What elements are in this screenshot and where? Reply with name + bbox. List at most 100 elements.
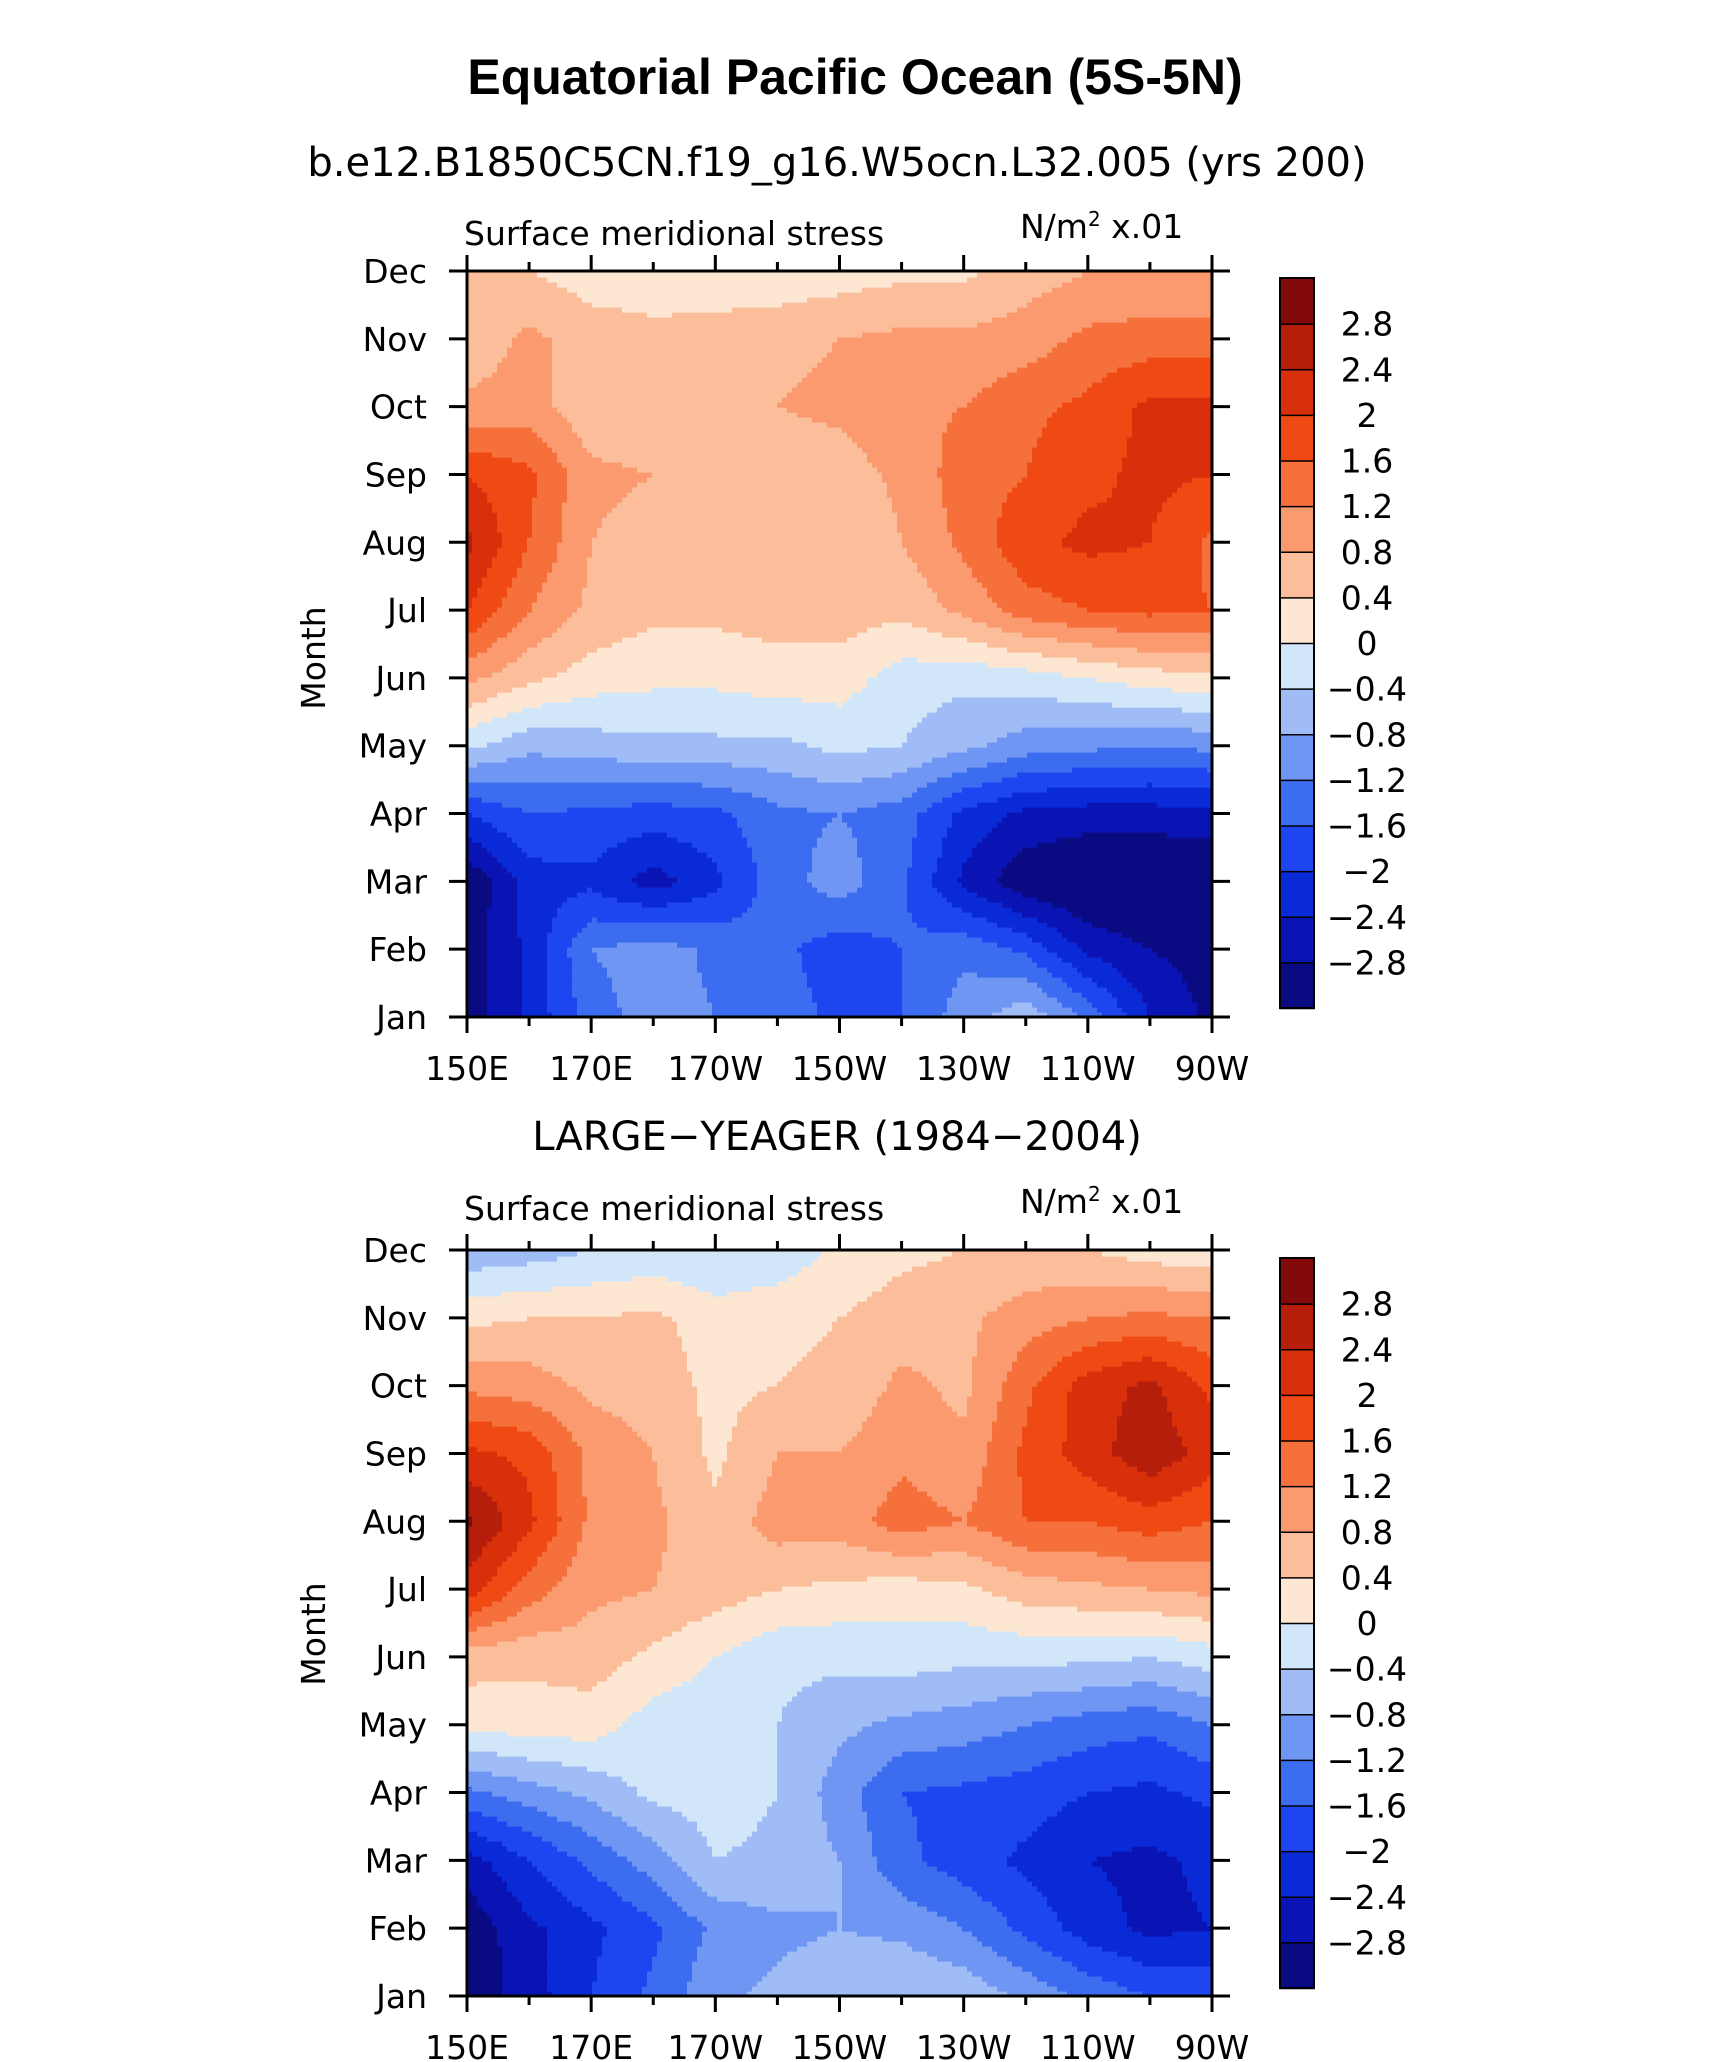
contour-cell — [1042, 1891, 1118, 1897]
y-tick-label: Aug — [363, 1502, 427, 1541]
contour-cell — [1107, 1871, 1183, 1877]
contour-cell — [622, 1311, 663, 1317]
contour-cell — [522, 1012, 553, 1018]
contour-cell — [467, 1416, 558, 1422]
contour-cell — [717, 887, 758, 893]
contour-cell — [467, 1596, 503, 1602]
contour-cell — [1207, 1391, 1213, 1397]
contour-cell — [517, 1636, 663, 1642]
contour-cell — [812, 367, 1018, 373]
contour-cell — [502, 802, 633, 808]
contour-cell — [467, 472, 538, 478]
contour-cell — [1062, 672, 1213, 678]
contour-cell — [497, 552, 523, 558]
contour-cell — [672, 1806, 768, 1812]
contour-cell — [777, 1451, 988, 1457]
contour-cell — [977, 972, 1053, 978]
contour-cell — [467, 1791, 493, 1797]
contour-cell — [767, 1476, 903, 1482]
contour-cell — [997, 532, 1068, 538]
contour-cell — [1072, 332, 1213, 338]
contour-cell — [467, 1541, 488, 1547]
contour-cell — [1067, 1396, 1128, 1402]
contour-cell — [602, 1806, 673, 1812]
contour-cell — [467, 1691, 663, 1697]
contour-cell — [557, 547, 593, 553]
contour-cell — [667, 872, 723, 878]
contour-cell — [752, 1286, 883, 1292]
contour-cell — [467, 1281, 593, 1287]
contour-cell — [467, 1616, 508, 1622]
contour-cell — [507, 587, 543, 593]
contour-cell — [1157, 1681, 1213, 1687]
contour-cell — [847, 1441, 988, 1447]
contour-cell — [1037, 437, 1128, 443]
contour-cell — [712, 857, 753, 863]
contour-cell — [467, 762, 478, 768]
contour-cell — [967, 1621, 1213, 1627]
contour-cell — [502, 1986, 548, 1992]
contour-cell — [892, 772, 953, 778]
contour-cell — [777, 1381, 888, 1387]
contour-cell — [1047, 922, 1093, 928]
contour-cell — [822, 1781, 868, 1787]
contour-cell — [1157, 1656, 1213, 1662]
contour-cell — [1162, 1386, 1203, 1392]
contour-cell — [907, 897, 948, 903]
colorbar-label: 0.4 — [1341, 578, 1393, 617]
contour-cell — [942, 1706, 1128, 1712]
contour-cell — [467, 1341, 683, 1347]
contour-cell — [902, 532, 953, 538]
contour-cell — [842, 1871, 883, 1877]
contour-cell — [542, 857, 598, 863]
contour-cell — [817, 777, 863, 783]
contour-cell — [872, 462, 943, 468]
contour-cell — [547, 982, 573, 988]
contour-cell — [857, 442, 943, 448]
contour-cell — [567, 1566, 663, 1572]
contour-cell — [1027, 1836, 1213, 1842]
contour-cell — [1002, 1301, 1213, 1307]
contour-cell — [502, 1511, 533, 1517]
contour-cell — [657, 1471, 713, 1477]
contour-cell — [1042, 942, 1078, 948]
contour-cell — [642, 1831, 703, 1837]
contour-cell — [762, 1491, 888, 1497]
contour-cell — [982, 837, 1058, 843]
contour-cell — [722, 807, 808, 813]
contour-cell — [557, 907, 748, 913]
contour-cell — [467, 1851, 473, 1857]
contour-cell — [467, 477, 473, 483]
contour-cell — [1017, 852, 1213, 858]
contour-cell — [622, 1012, 713, 1018]
contour-cell — [1072, 1386, 1128, 1392]
contour-cell — [467, 772, 793, 778]
contour-cell — [1022, 727, 1193, 733]
contour-cell — [487, 992, 523, 998]
contour-cell — [977, 1936, 1028, 1942]
contour-cell — [862, 447, 943, 453]
contour-cell — [557, 552, 593, 558]
contour-cell — [697, 1286, 753, 1292]
contour-cell — [932, 872, 963, 878]
contour-cell — [1002, 1911, 1058, 1917]
contour-cell — [752, 902, 908, 908]
contour-cell — [937, 857, 968, 863]
contour-cell — [912, 727, 1023, 733]
contour-cell — [467, 892, 493, 898]
contour-cell — [1067, 1661, 1183, 1667]
contour-cell — [472, 1481, 528, 1487]
contour-cell — [687, 1366, 793, 1372]
contour-cell — [977, 1341, 1028, 1347]
contour-cell — [747, 1991, 1008, 1997]
contour-cell — [912, 1366, 973, 1372]
contour-cell — [937, 467, 1028, 473]
contour-cell — [812, 1581, 968, 1587]
contour-cell — [467, 1991, 503, 1997]
contour-cell — [517, 842, 618, 848]
contour-cell — [822, 1336, 978, 1342]
contour-cell — [817, 1007, 903, 1013]
contour-cell — [1027, 1406, 1068, 1412]
contour-cell — [972, 397, 1073, 403]
contour-cell — [922, 572, 973, 578]
